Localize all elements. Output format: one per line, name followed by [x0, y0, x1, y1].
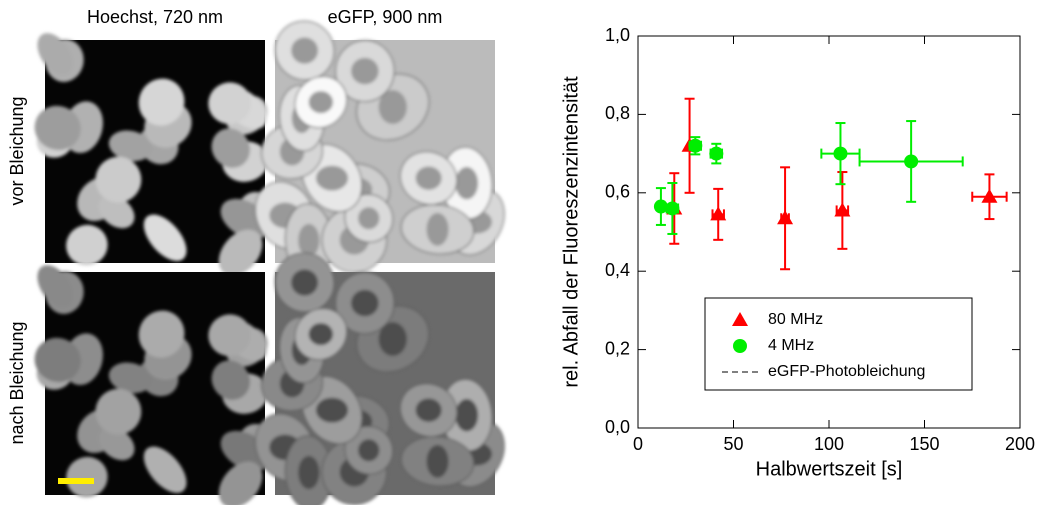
x-tick-label: 150	[909, 434, 939, 454]
cells	[34, 33, 273, 276]
cell	[211, 128, 250, 168]
nucleus	[298, 223, 320, 258]
data-point	[710, 206, 727, 221]
nucleus	[426, 444, 449, 478]
data-point	[688, 138, 703, 153]
cell	[98, 195, 135, 229]
x-tick-label: 0	[633, 434, 643, 454]
legend-box	[704, 297, 973, 391]
legend-label: 4 MHz	[768, 337, 814, 354]
cell	[37, 33, 73, 76]
nucleus	[426, 212, 449, 246]
nucleus	[378, 322, 407, 356]
legend: 80 MHz 4 MHz eGFP-Photobleichung	[704, 297, 973, 391]
row-label: nach Bleichung	[7, 321, 27, 444]
micrographs	[34, 20, 505, 510]
cell	[37, 265, 73, 308]
nucleus	[308, 91, 333, 114]
cell	[208, 314, 252, 357]
cell	[138, 310, 185, 358]
x-tick-label: 50	[723, 434, 743, 454]
legend-label: 80 MHz	[768, 311, 823, 328]
micrograph	[34, 33, 273, 276]
cell	[143, 446, 187, 493]
nucleus	[415, 166, 442, 190]
nucleus	[358, 207, 380, 230]
data-point	[904, 154, 919, 169]
nucleus	[315, 165, 349, 191]
nucleus	[358, 439, 380, 462]
nucleus	[455, 166, 479, 200]
data-point	[709, 146, 724, 161]
cell	[138, 78, 185, 126]
nucleus	[315, 397, 349, 423]
cell	[34, 105, 81, 151]
cell	[95, 156, 142, 203]
data-point	[981, 188, 998, 203]
x-axis-label: Halbwertszeit [s]	[756, 458, 903, 480]
cells	[34, 265, 273, 508]
nucleus	[291, 37, 318, 64]
nucleus	[455, 398, 479, 432]
data-point	[653, 199, 668, 214]
micrograph	[254, 252, 505, 510]
x-tick-label: 200	[1005, 434, 1035, 454]
cell	[95, 388, 142, 435]
x-tick-label: 100	[814, 434, 844, 454]
y-axis-label: rel. Abfall der Fluoreszenzintensität	[560, 76, 582, 388]
nucleus	[351, 57, 379, 85]
y-tick-label: 0,6	[605, 182, 630, 202]
column-title: Hoechst, 720 nm	[87, 7, 223, 27]
nucleus	[308, 323, 333, 346]
column-title: eGFP, 900 nm	[328, 7, 443, 27]
cell	[211, 360, 250, 400]
cell	[108, 362, 152, 394]
cell	[218, 461, 263, 508]
cells	[254, 20, 505, 278]
micrograph	[34, 265, 273, 508]
legend-marker	[733, 339, 747, 353]
nucleus	[298, 455, 320, 490]
micrograph	[254, 20, 505, 278]
y-tick-label: 0,0	[605, 417, 630, 437]
nucleus	[351, 289, 379, 317]
row-label: vor Bleichung	[7, 96, 27, 205]
cell	[34, 337, 81, 383]
legend-label: eGFP-Photobleichung	[768, 363, 925, 380]
y-tick-label: 0,2	[605, 338, 630, 358]
cell	[108, 130, 152, 162]
nucleus	[415, 398, 442, 422]
chart: 0 50 100 150 200 0,0 0,2 0,4 0,6 0,8 1,0 Halbwertsz…	[560, 25, 1035, 481]
y-tick-label: 1,0	[605, 25, 630, 45]
nucleus	[291, 269, 318, 296]
cell	[208, 82, 252, 125]
cell	[66, 224, 108, 266]
data-point	[834, 202, 851, 217]
cells	[254, 252, 505, 510]
data-point	[665, 201, 680, 216]
cell	[98, 427, 135, 461]
scale-bar	[58, 478, 94, 484]
data-point	[777, 210, 794, 225]
cell	[218, 229, 263, 276]
legend-marker	[732, 312, 748, 326]
nucleus	[378, 90, 407, 124]
cell	[66, 456, 108, 498]
y-tick-label: 0,8	[605, 103, 630, 123]
data-point	[833, 146, 848, 161]
cell	[143, 214, 187, 261]
y-tick-label: 0,4	[605, 260, 630, 280]
series	[653, 120, 964, 235]
